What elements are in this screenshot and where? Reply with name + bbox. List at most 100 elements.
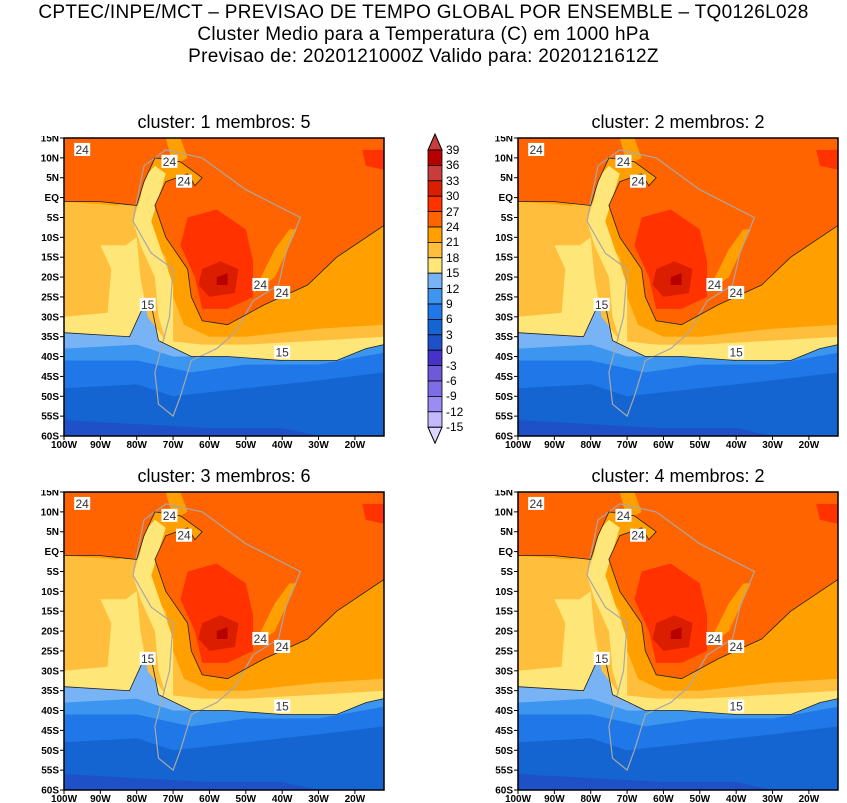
contour-24 bbox=[518, 157, 839, 326]
contour-label: 24 bbox=[631, 529, 645, 543]
lon-tick-label: 40W bbox=[272, 794, 293, 802]
contour-label-bg bbox=[630, 528, 646, 542]
contour-label: 24 bbox=[76, 497, 90, 511]
lat-tick-label: 15S bbox=[495, 607, 513, 618]
figure-title-line3: Previsao de: 2020121000Z Valido para: 20… bbox=[188, 46, 659, 67]
lat-tick-label: 45S bbox=[41, 372, 59, 383]
colorbar-swatch bbox=[427, 165, 443, 182]
colorbar-label: 24 bbox=[446, 220, 460, 234]
contour-label-bg bbox=[161, 508, 178, 522]
lat-tick-label: 5S bbox=[501, 213, 514, 224]
colorbar-swatch bbox=[427, 149, 443, 166]
contour-label: 24 bbox=[730, 640, 744, 654]
contour-label-bg bbox=[630, 174, 646, 188]
lat-tick-label: 55S bbox=[41, 766, 59, 777]
contour-label: 24 bbox=[617, 155, 631, 169]
coastline bbox=[132, 149, 302, 418]
lat-tick-label: 30S bbox=[495, 666, 513, 677]
contour-label: 24 bbox=[254, 278, 268, 292]
contour-24 bbox=[64, 511, 385, 680]
contour-label-bg bbox=[139, 651, 156, 665]
lat-tick-label: 30S bbox=[495, 312, 513, 323]
figure-title-line1: CPTEC/INPE/MCT – PREVISAO DE TEMPO GLOBA… bbox=[38, 2, 809, 23]
contour-15 bbox=[63, 658, 385, 715]
temperature-field bbox=[518, 492, 838, 790]
colorbar-label: -3 bbox=[446, 358, 457, 373]
contour-label: 24 bbox=[530, 497, 544, 511]
lat-tick-label: 15S bbox=[495, 253, 513, 264]
lat-tick-label: EQ bbox=[45, 547, 60, 558]
lat-tick-label: 15N bbox=[41, 490, 59, 499]
lat-tick-label: 60S bbox=[41, 786, 59, 797]
colorbar-label: -12 bbox=[446, 404, 464, 419]
colorbar-label: 18 bbox=[446, 250, 460, 265]
lon-tick-label: 50W bbox=[690, 440, 711, 448]
lon-tick-label: 80W bbox=[126, 440, 147, 448]
lon-tick-label: 40W bbox=[726, 440, 747, 448]
lat-tick-label: 5N bbox=[46, 527, 59, 538]
lat-tick-label: 25S bbox=[495, 292, 513, 303]
lon-tick-label: 90W bbox=[90, 440, 111, 448]
lat-tick-label: 45S bbox=[495, 726, 513, 737]
temperature-band bbox=[670, 627, 682, 639]
lon-tick-label: 50W bbox=[236, 794, 257, 802]
panel-title-1: cluster: 1 membros: 5 bbox=[137, 112, 311, 132]
lat-tick-label: EQ bbox=[499, 193, 514, 204]
contour-label-bg bbox=[728, 699, 745, 713]
contour-15 bbox=[63, 304, 385, 361]
map-frame bbox=[63, 491, 385, 791]
lat-tick-label: 10N bbox=[495, 153, 513, 164]
temperature-band bbox=[816, 149, 838, 170]
lat-tick-label: 10S bbox=[495, 233, 513, 244]
lat-tick-label: 40S bbox=[41, 706, 59, 717]
contour-label: 24 bbox=[254, 632, 268, 646]
contour-label-bg bbox=[252, 278, 269, 292]
panel-title-2: cluster: 2 membros: 2 bbox=[591, 112, 765, 132]
map-frame bbox=[63, 137, 385, 437]
lat-tick-label: 5N bbox=[46, 173, 59, 184]
temperature-band bbox=[670, 273, 682, 285]
lat-tick-label: 45S bbox=[495, 372, 513, 383]
map-panel-1: 2424242424151515N10N5NEQ5S10S15S20S25S30… bbox=[41, 136, 385, 448]
colorbar-label: 36 bbox=[446, 158, 460, 173]
lat-tick-label: 10S bbox=[495, 587, 513, 598]
temperature-band bbox=[518, 420, 773, 436]
contour-label-bg bbox=[74, 142, 91, 156]
contour-label: 24 bbox=[730, 286, 744, 300]
contour-label: 24 bbox=[276, 640, 290, 654]
colorbar-swatch bbox=[427, 303, 443, 320]
temperature-band bbox=[133, 519, 174, 703]
lat-tick-label: 40S bbox=[495, 352, 513, 363]
colorbar-swatch bbox=[427, 334, 443, 351]
contour-15 bbox=[517, 658, 839, 715]
colorbar-swatch bbox=[427, 226, 443, 243]
coastline bbox=[132, 503, 302, 772]
contour-label: 24 bbox=[631, 175, 645, 189]
contour-label: 15 bbox=[141, 652, 155, 666]
colorbar-swatch bbox=[427, 365, 443, 382]
colorbar-top-arrow bbox=[427, 132, 443, 151]
contour-label-bg bbox=[706, 632, 723, 646]
map-panel-3: 2424242424151515N10N5NEQ5S10S15S20S25S30… bbox=[41, 490, 385, 802]
colorbar-label: 9 bbox=[446, 297, 453, 311]
contour-label-bg bbox=[528, 142, 545, 156]
colorbar bbox=[427, 132, 443, 444]
temperature-band bbox=[707, 229, 751, 293]
contour-label: 15 bbox=[730, 700, 744, 714]
colorbar-label: 0 bbox=[446, 343, 453, 358]
lon-tick-label: 30W bbox=[308, 440, 329, 448]
lon-tick-label: 40W bbox=[726, 794, 747, 802]
temperature-band bbox=[216, 627, 228, 639]
contour-label-bg bbox=[176, 528, 192, 542]
temperature-band bbox=[362, 503, 384, 524]
lon-tick-label: 80W bbox=[580, 794, 601, 802]
lon-tick-label: 20W bbox=[345, 440, 366, 448]
lon-tick-label: 30W bbox=[762, 440, 783, 448]
contour-label-bg bbox=[706, 278, 723, 292]
colorbar-label: 39 bbox=[446, 143, 460, 157]
lat-tick-label: 10S bbox=[41, 587, 59, 598]
lon-tick-label: 40W bbox=[272, 440, 293, 448]
coastline bbox=[586, 503, 756, 772]
contour-15 bbox=[517, 304, 839, 361]
lat-tick-label: 60S bbox=[495, 432, 513, 443]
